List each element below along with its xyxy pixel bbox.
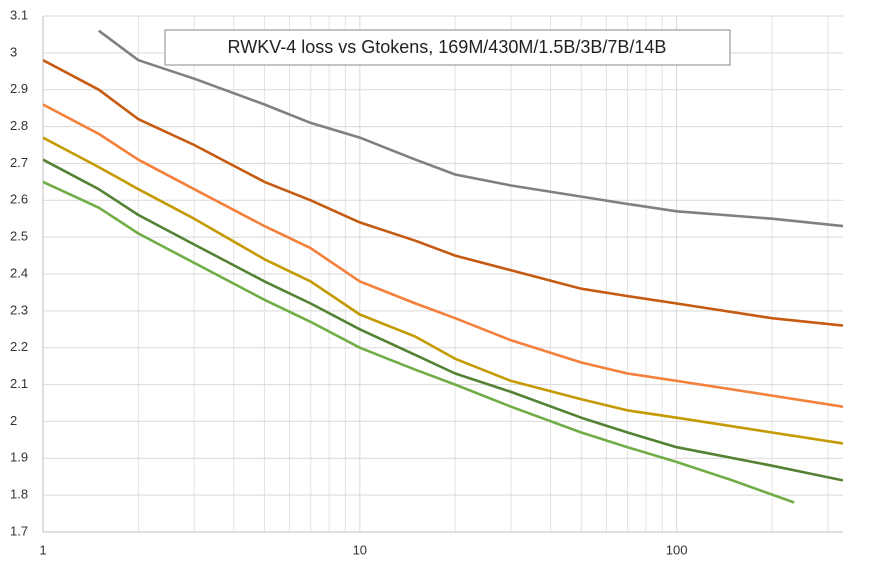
y-tick-label: 1.8 — [10, 487, 28, 502]
loss-line — [43, 59, 843, 327]
x-tick-label: 1 — [39, 542, 46, 557]
y-tick-label: 2.7 — [10, 155, 28, 170]
y-tick-label: 2.1 — [10, 376, 28, 391]
loss-line — [98, 29, 843, 228]
loss-line — [43, 136, 843, 445]
y-tick-label: 2 — [10, 413, 17, 428]
y-tick-label: 3.1 — [10, 7, 28, 22]
loss-line — [43, 158, 843, 482]
y-tick-label: 1.9 — [10, 450, 28, 465]
y-tick-label: 2.8 — [10, 118, 28, 133]
x-tick-label: 100 — [666, 542, 688, 557]
y-tick-label: 2.4 — [10, 265, 28, 280]
y-tick-label: 3 — [10, 44, 17, 59]
y-tick-label: 2.2 — [10, 339, 28, 354]
loss-line — [43, 103, 843, 408]
loss-line — [43, 180, 795, 504]
y-tick-label: 1.7 — [10, 523, 28, 538]
chart-title: RWKV-4 loss vs Gtokens, 169M/430M/1.5B/3… — [228, 37, 667, 57]
y-tick-label: 2.9 — [10, 81, 28, 96]
title-box — [164, 29, 731, 66]
y-tick-label: 2.3 — [10, 302, 28, 317]
y-tick-label: 2.5 — [10, 229, 28, 244]
x-tick-label: 10 — [353, 542, 367, 557]
y-tick-label: 2.6 — [10, 192, 28, 207]
